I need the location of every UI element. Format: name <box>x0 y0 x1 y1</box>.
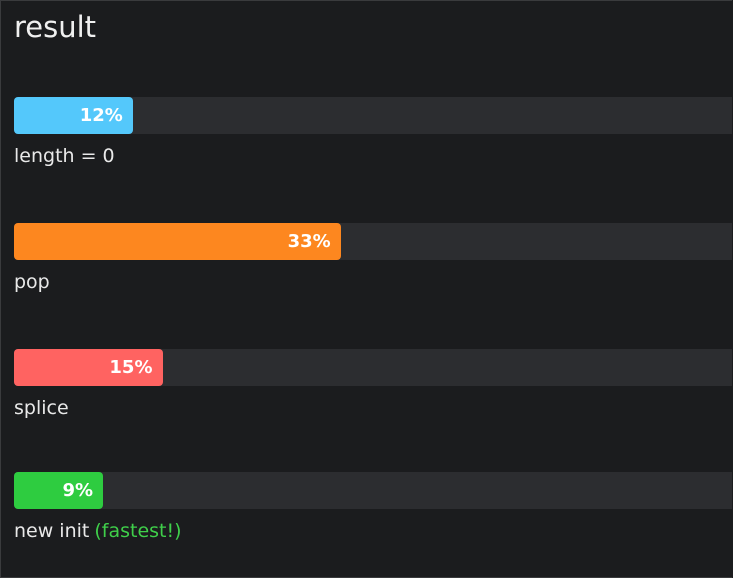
value-label: 9% <box>62 480 94 501</box>
category-name: length = 0 <box>14 145 115 167</box>
category-label: length = 0 <box>14 145 115 167</box>
category-label: pop <box>14 271 50 293</box>
bar <box>14 472 104 509</box>
bar <box>14 223 341 260</box>
bar <box>14 349 163 386</box>
value-label: 33% <box>287 231 331 252</box>
annotation: (fastest!) <box>94 520 182 542</box>
category-name: splice <box>14 397 69 419</box>
value-label: 12% <box>79 105 123 126</box>
category-name: new init <box>14 520 90 542</box>
bar-track <box>14 97 732 134</box>
bar-track <box>14 472 732 509</box>
value-label: 15% <box>109 357 153 378</box>
category-label: splice <box>14 397 69 419</box>
title: result <box>14 10 97 44</box>
bar <box>14 97 133 134</box>
category-name: pop <box>14 271 50 293</box>
category-label: new init (fastest!) <box>14 520 182 542</box>
